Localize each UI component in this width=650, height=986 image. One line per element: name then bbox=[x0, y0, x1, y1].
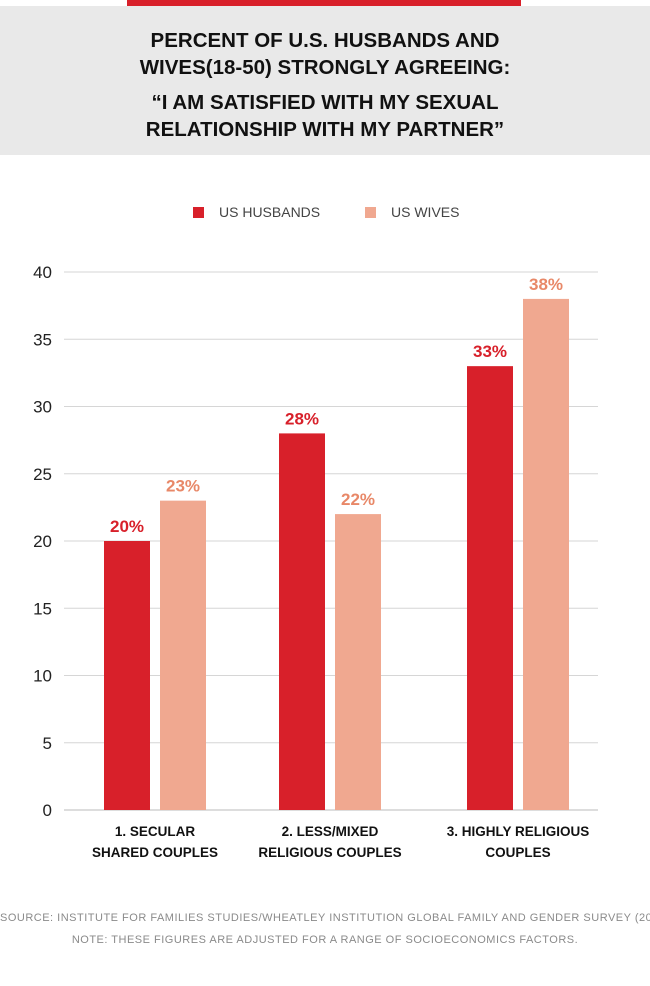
legend-swatch-wives bbox=[365, 206, 376, 218]
y-tick-label: 0 bbox=[43, 801, 52, 820]
category-label: 2. LESS/MIXED bbox=[282, 824, 379, 839]
data-label: 22% bbox=[341, 490, 375, 509]
legend-swatch-husbands bbox=[193, 206, 204, 218]
bar bbox=[523, 298, 569, 810]
data-label: 23% bbox=[166, 477, 200, 496]
legend-label-husbands: US HUSBANDS bbox=[219, 204, 321, 220]
y-tick-label: 5 bbox=[43, 734, 52, 753]
data-label: 38% bbox=[529, 275, 563, 294]
chart-header: PERCENT OF U.S. HUSBANDS AND WIVES(18-50… bbox=[0, 6, 650, 155]
chart-subtitle-line-1: “I AM SATISFIED WITH MY SEXUAL bbox=[151, 91, 499, 114]
top-accent-stripe bbox=[127, 0, 521, 6]
category-label: 3. HIGHLY RELIGIOUS bbox=[447, 824, 590, 839]
y-tick-label: 10 bbox=[33, 667, 52, 686]
bar bbox=[335, 514, 381, 810]
adjustment-note: NOTE: THESE FIGURES ARE ADJUSTED FOR A R… bbox=[71, 934, 579, 946]
chart-subtitle-line-2: RELATIONSHIP WITH MY PARTNER” bbox=[145, 118, 505, 141]
category-label: 1. SECULAR bbox=[115, 824, 196, 839]
bar bbox=[467, 366, 513, 810]
chart-title: PERCENT OF U.S. HUSBANDS AND WIVES(18-50… bbox=[0, 27, 650, 81]
bar bbox=[279, 433, 325, 810]
chart-subtitle: “I AM SATISFIED WITH MY SEXUAL RELATIONS… bbox=[0, 89, 650, 143]
data-label: 33% bbox=[473, 342, 507, 361]
y-tick-label: 25 bbox=[33, 465, 52, 484]
bar bbox=[104, 541, 150, 810]
y-tick-label: 15 bbox=[33, 599, 52, 618]
legend-item-wives: US WIVES bbox=[365, 204, 459, 220]
data-label: 28% bbox=[285, 409, 319, 428]
y-tick-label: 30 bbox=[33, 398, 52, 417]
category-label: COUPLES bbox=[485, 845, 550, 860]
legend-item-husbands: US HUSBANDS bbox=[193, 204, 320, 220]
chart-title-line-2: WIVES(18-50) STRONGLY AGREEING: bbox=[139, 56, 511, 79]
data-label: 20% bbox=[110, 517, 144, 536]
legend-label-wives: US WIVES bbox=[391, 204, 460, 220]
y-tick-label: 40 bbox=[33, 263, 52, 282]
bar-chart: 0 5 10 15 20 25 30 35 40 20% 28% 33% 23% 22% 38% 1. SEC… bbox=[33, 263, 598, 860]
category-label: RELIGIOUS COUPLES bbox=[258, 845, 401, 860]
category-label: SHARED COUPLES bbox=[92, 845, 218, 860]
y-tick-label: 20 bbox=[33, 532, 52, 551]
chart-legend: US HUSBANDS US WIVES bbox=[0, 204, 650, 224]
source-note: SOURCE: INSTITUTE FOR FAMILIES STUDIES/W… bbox=[0, 912, 650, 924]
bar bbox=[160, 500, 206, 810]
chart-title-line-1: PERCENT OF U.S. HUSBANDS AND bbox=[150, 29, 500, 52]
y-tick-label: 35 bbox=[33, 330, 52, 349]
